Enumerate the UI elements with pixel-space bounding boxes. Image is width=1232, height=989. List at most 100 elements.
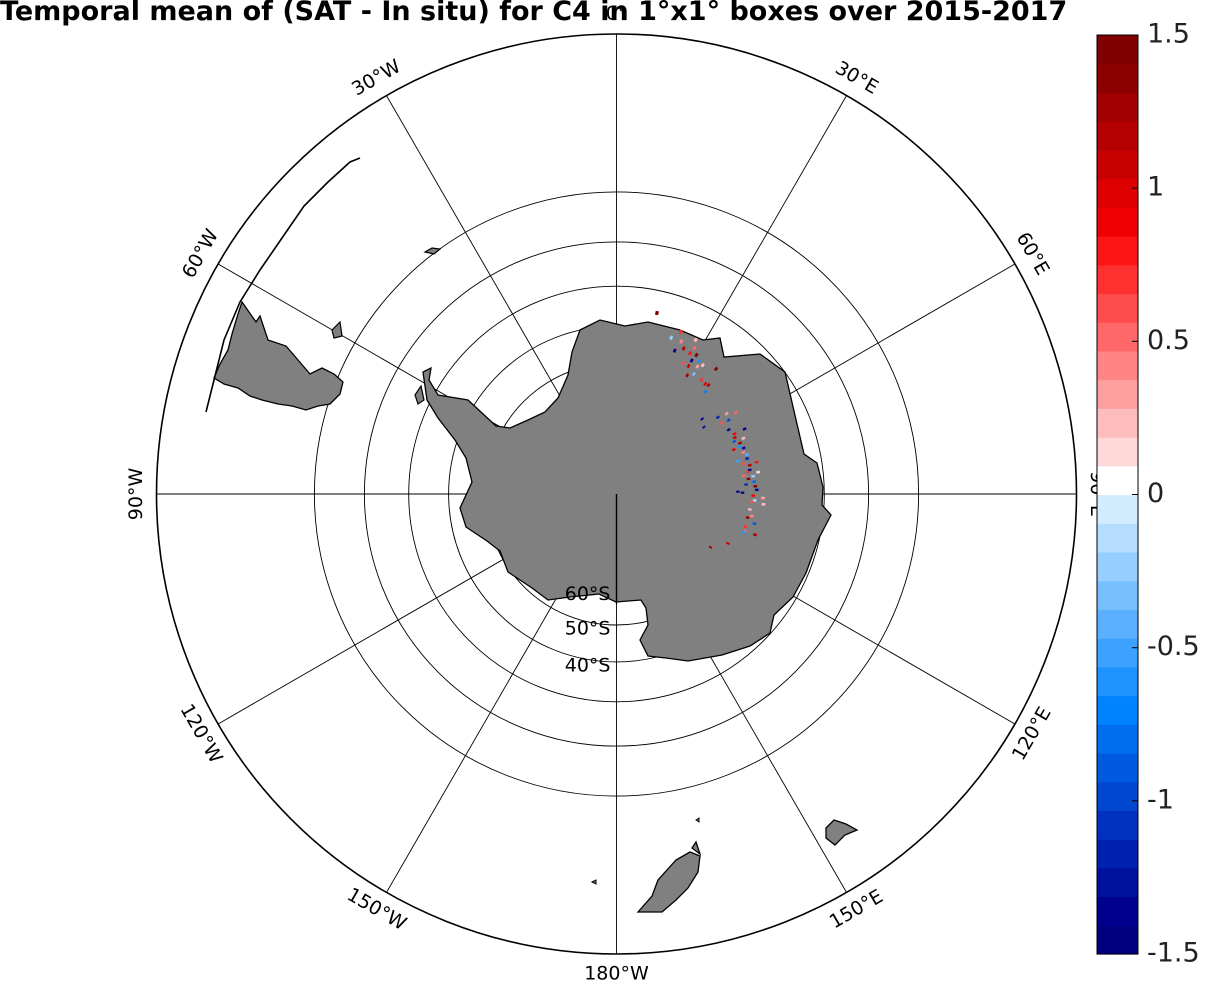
colorbar-tick-label: -1.5 bbox=[1147, 938, 1200, 969]
map-boundary bbox=[155, 33, 1078, 955]
data-cell bbox=[726, 427, 731, 432]
data-cell bbox=[733, 410, 739, 415]
map-title: Temporal mean of (SAT - In situ) for C4 … bbox=[0, 0, 1068, 27]
data-cell bbox=[745, 516, 750, 520]
data-cell bbox=[750, 500, 754, 504]
data-cell bbox=[744, 483, 748, 486]
data-cell bbox=[708, 545, 713, 549]
data-cell bbox=[679, 339, 684, 344]
meridian-label: 120°W bbox=[176, 700, 227, 767]
data-cell bbox=[747, 463, 752, 467]
data-cell bbox=[741, 474, 746, 477]
colorbar-segment bbox=[1097, 293, 1138, 323]
data-cell bbox=[751, 474, 756, 478]
data-cell bbox=[692, 345, 697, 351]
data-cell bbox=[747, 508, 752, 511]
meridian-label: 0° bbox=[606, 3, 628, 25]
data-cell bbox=[736, 444, 742, 449]
data-cell bbox=[732, 435, 737, 440]
colorbar-segment bbox=[1097, 322, 1138, 352]
data-cell bbox=[751, 494, 756, 497]
parallel-label: 40°S bbox=[565, 654, 611, 676]
colorbar-segment bbox=[1097, 867, 1138, 898]
data-cell bbox=[741, 446, 746, 450]
data-cell bbox=[735, 459, 740, 463]
colorbar-segment bbox=[1097, 896, 1138, 926]
data-cell bbox=[695, 364, 700, 369]
data-cell bbox=[672, 348, 677, 353]
small-island-1 bbox=[590, 879, 597, 885]
meridian-line bbox=[386, 577, 569, 893]
colorbar-segment bbox=[1097, 551, 1138, 582]
data-cell bbox=[761, 496, 765, 500]
meridian-label: 150°W bbox=[343, 884, 410, 935]
meridian-line bbox=[386, 95, 569, 411]
data-cell bbox=[746, 477, 751, 481]
data-cell bbox=[756, 470, 761, 474]
data-cell bbox=[746, 470, 751, 474]
colorbar-tick-label: 1.5 bbox=[1147, 19, 1190, 50]
data-cell bbox=[699, 377, 704, 382]
colorbar-segment bbox=[1097, 350, 1138, 381]
meridian-label: 30°E bbox=[831, 57, 882, 99]
colorbar-segment bbox=[1097, 178, 1138, 208]
data-cell bbox=[749, 514, 754, 518]
data-cell bbox=[741, 530, 746, 534]
data-cells bbox=[655, 310, 766, 549]
colorbar-segment bbox=[1097, 264, 1138, 295]
meridian-label: 120°E bbox=[1008, 703, 1056, 764]
data-cell bbox=[732, 432, 737, 436]
colorbar-segment bbox=[1097, 666, 1138, 697]
data-cell bbox=[694, 352, 699, 358]
data-cell bbox=[706, 382, 711, 388]
data-cell bbox=[741, 436, 746, 441]
colorbar-segment bbox=[1097, 63, 1138, 94]
data-cell bbox=[693, 337, 698, 343]
data-cell bbox=[681, 346, 686, 351]
data-cell bbox=[761, 502, 766, 506]
small-island-2 bbox=[695, 817, 700, 823]
data-cell bbox=[741, 450, 746, 454]
colorbar-tick-label: -1 bbox=[1147, 784, 1174, 815]
colorbar-segment bbox=[1097, 580, 1138, 610]
data-cell bbox=[678, 329, 683, 335]
colorbar-segment bbox=[1097, 207, 1138, 237]
data-cell bbox=[740, 491, 745, 494]
data-cell bbox=[732, 439, 737, 444]
colorbar-segment bbox=[1097, 149, 1138, 180]
data-cell bbox=[691, 371, 696, 377]
colorbar-segment bbox=[1097, 695, 1138, 725]
data-cell bbox=[700, 417, 705, 421]
data-cell bbox=[736, 490, 740, 493]
colorbar-tick-label: 0 bbox=[1147, 478, 1164, 509]
antarctica-landmass bbox=[422, 319, 832, 662]
colorbar bbox=[1096, 34, 1139, 955]
data-cell bbox=[655, 310, 659, 316]
data-cell bbox=[725, 541, 730, 546]
meridian-label: 60°W bbox=[178, 225, 223, 282]
new-zealand-north-island bbox=[691, 840, 702, 856]
data-cell bbox=[745, 452, 750, 457]
data-cell bbox=[715, 415, 720, 420]
colorbar-segment bbox=[1097, 724, 1138, 754]
data-cell bbox=[745, 456, 750, 461]
data-cell bbox=[703, 389, 708, 394]
colorbar-segment bbox=[1097, 35, 1138, 65]
colorbar-segment bbox=[1097, 121, 1138, 151]
data-cell bbox=[685, 373, 690, 378]
colorbar-tick-label: 1 bbox=[1147, 172, 1164, 203]
south-america-landmass bbox=[213, 300, 344, 411]
data-cell bbox=[702, 425, 706, 429]
colorbar-segment bbox=[1097, 465, 1138, 496]
south-georgia-island bbox=[423, 247, 442, 255]
tasmania-island bbox=[825, 819, 859, 846]
data-cell bbox=[753, 484, 758, 488]
data-cell bbox=[726, 418, 731, 423]
colorbar-segment bbox=[1097, 523, 1138, 553]
data-cell bbox=[669, 335, 674, 340]
data-cell bbox=[743, 525, 748, 529]
landmasses bbox=[205, 157, 859, 913]
colorbar-segment bbox=[1097, 437, 1138, 467]
parallel-label: 50°S bbox=[565, 618, 611, 640]
